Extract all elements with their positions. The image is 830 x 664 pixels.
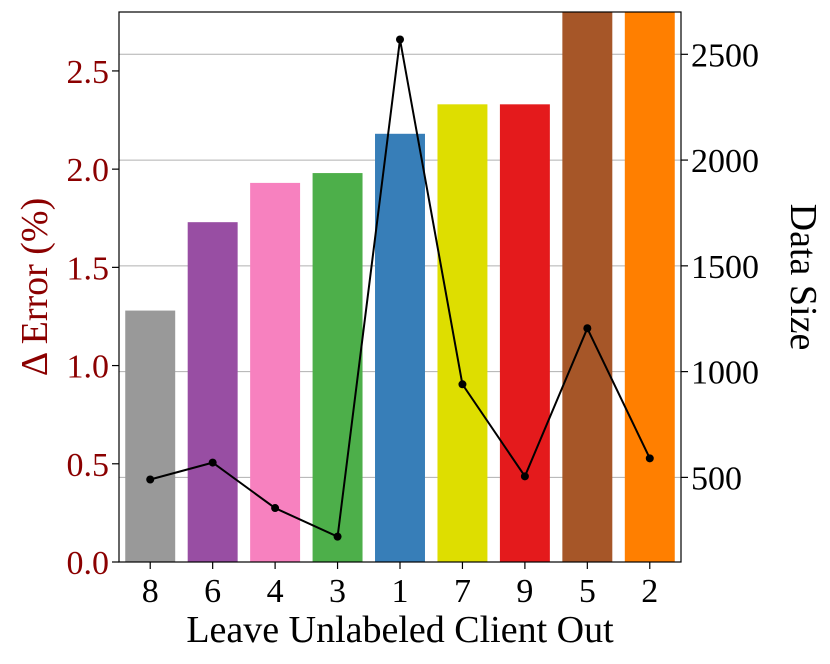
y-axis-right-label: Data Size xyxy=(782,204,824,351)
x-tick-label: 7 xyxy=(454,573,471,610)
data-size-point-6 xyxy=(208,458,217,467)
data-size-point-2 xyxy=(645,454,654,463)
x-tick-label: 4 xyxy=(267,573,284,610)
y-left-tick-label: 1.0 xyxy=(67,349,110,386)
x-tick-label: 1 xyxy=(392,573,409,610)
y-right-tick-label: 1500 xyxy=(691,249,759,286)
bar-client-6 xyxy=(187,222,238,562)
y-right-tick-label: 500 xyxy=(691,460,742,497)
y-axis-left-label: Δ Error (%) xyxy=(14,198,56,376)
x-tick-label: 6 xyxy=(204,573,221,610)
x-tick-label: 5 xyxy=(579,573,596,610)
x-tick-label: 3 xyxy=(329,573,346,610)
bar-client-4 xyxy=(250,182,301,562)
bar-client-8 xyxy=(125,310,176,562)
y-right-tick-label: 2000 xyxy=(691,143,759,180)
bar-client-7 xyxy=(437,104,488,563)
data-size-point-4 xyxy=(271,504,280,513)
data-size-point-9 xyxy=(520,472,529,481)
bar-client-3 xyxy=(312,173,363,563)
y-left-tick-label: 2.5 xyxy=(67,54,110,91)
data-size-point-8 xyxy=(146,475,155,484)
data-size-point-5 xyxy=(583,324,592,333)
bar-client-1 xyxy=(375,133,425,563)
x-axis-label: Leave Unlabeled Client Out xyxy=(186,609,614,651)
bars xyxy=(125,12,675,563)
y-left-tick-label: 2.0 xyxy=(67,152,110,189)
y-left-tick-label: 1.5 xyxy=(67,250,110,287)
bar-client-2 xyxy=(624,12,675,562)
bar-client-5 xyxy=(562,12,613,562)
x-tick-label: 2 xyxy=(641,573,658,610)
y-left-tick-label: 0.0 xyxy=(67,545,110,582)
data-size-line xyxy=(146,35,654,541)
y-right-tick-label: 1000 xyxy=(691,355,759,392)
data-size-point-1 xyxy=(396,35,404,44)
data-size-point-7 xyxy=(458,380,467,389)
x-tick-label: 9 xyxy=(516,573,533,610)
y-right-tick-label: 2500 xyxy=(691,37,759,74)
data-size-point-3 xyxy=(333,532,342,541)
ticks: 0.0 0.5 1.0 1.5 2.0 2.5 500 1000 1500 2000 2500 8 6 4… xyxy=(67,37,760,610)
bar-client-9 xyxy=(499,104,550,563)
y-left-tick-label: 0.5 xyxy=(67,447,110,484)
x-tick-label: 8 xyxy=(142,573,159,610)
